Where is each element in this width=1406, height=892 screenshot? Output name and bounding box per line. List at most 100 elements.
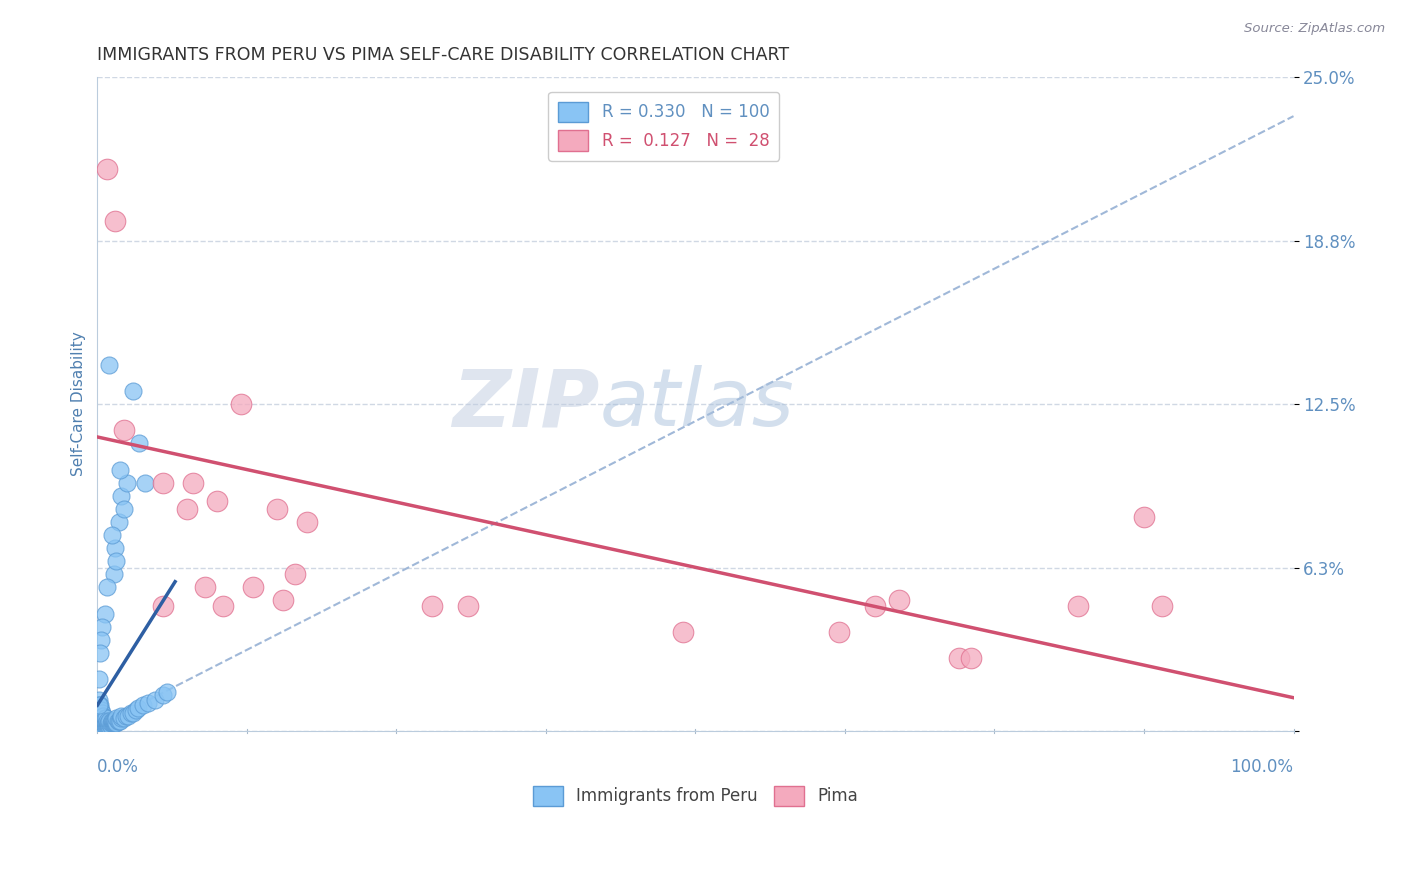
Legend: Immigrants from Peru, Pima: Immigrants from Peru, Pima [526, 779, 865, 813]
Point [132, 698, 155, 713]
Point [103, 714, 125, 728]
Point [103, 567, 125, 582]
Point [87, 698, 110, 713]
Point [87, 719, 110, 733]
Point [108, 515, 131, 529]
Point [212, 599, 235, 613]
Point [420, 599, 443, 613]
Point [93, 719, 115, 733]
Point [104, 541, 127, 555]
Point [89, 708, 111, 723]
Point [105, 554, 128, 568]
Text: IMMIGRANTS FROM PERU VS PIMA SELF-CARE DISABILITY CORRELATION CHART: IMMIGRANTS FROM PERU VS PIMA SELF-CARE D… [97, 46, 790, 64]
Point [112, 711, 135, 725]
Point [98, 716, 121, 731]
Point [100, 714, 122, 728]
Point [1133, 509, 1156, 524]
Point [124, 703, 146, 717]
Point [89, 698, 111, 713]
Point [96, 714, 118, 728]
Point [110, 708, 132, 723]
Point [104, 714, 127, 728]
Point [87, 693, 110, 707]
Point [103, 716, 125, 731]
Point [91, 716, 114, 731]
Point [176, 501, 198, 516]
Point [100, 716, 122, 731]
Point [122, 706, 145, 720]
Point [89, 711, 111, 725]
Point [87, 703, 110, 717]
Point [94, 716, 117, 731]
Point [672, 624, 695, 639]
Point [87, 706, 110, 720]
Point [229, 397, 252, 411]
Point [87, 698, 110, 713]
Point [828, 624, 851, 639]
Point [93, 716, 115, 731]
Point [91, 719, 114, 733]
Point [91, 714, 114, 728]
Point [863, 599, 886, 613]
Point [152, 688, 174, 702]
Point [89, 714, 111, 728]
Point [96, 716, 118, 731]
Point [887, 593, 910, 607]
Point [87, 700, 110, 714]
Point [136, 696, 159, 710]
Text: ZIP: ZIP [453, 365, 600, 443]
Point [97, 719, 120, 733]
Point [127, 700, 149, 714]
Point [100, 716, 122, 731]
Point [143, 693, 166, 707]
Point [104, 716, 127, 731]
Point [89, 646, 111, 660]
Point [181, 475, 204, 490]
Point [87, 716, 110, 731]
Point [91, 620, 114, 634]
Point [152, 599, 174, 613]
Point [105, 711, 128, 725]
Point [91, 716, 114, 731]
Point [959, 651, 981, 665]
Point [90, 719, 112, 733]
Point [110, 489, 132, 503]
Point [91, 714, 114, 728]
Point [94, 711, 117, 725]
Point [91, 711, 114, 725]
Point [120, 706, 142, 720]
Point [87, 708, 110, 723]
Point [117, 475, 139, 490]
Point [1067, 599, 1090, 613]
Point [96, 161, 118, 176]
Point [96, 719, 118, 733]
Point [152, 475, 174, 490]
Point [242, 580, 264, 594]
Point [101, 716, 124, 731]
Text: 0.0%: 0.0% [97, 757, 139, 775]
Point [107, 714, 129, 728]
Point [457, 599, 479, 613]
Point [93, 711, 115, 725]
Point [104, 214, 127, 228]
Point [948, 651, 970, 665]
Point [108, 714, 131, 728]
Text: 100.0%: 100.0% [1230, 757, 1294, 775]
Point [112, 501, 135, 516]
Point [98, 358, 121, 372]
Point [87, 711, 110, 725]
Point [110, 711, 132, 725]
Point [295, 515, 318, 529]
Point [266, 501, 288, 516]
Point [90, 632, 112, 647]
Point [108, 462, 131, 476]
Point [117, 708, 139, 723]
Point [271, 593, 294, 607]
Point [90, 714, 112, 728]
Point [122, 384, 145, 398]
Point [194, 580, 217, 594]
Point [156, 685, 179, 699]
Point [134, 475, 156, 490]
Point [91, 706, 114, 720]
Point [94, 719, 117, 733]
